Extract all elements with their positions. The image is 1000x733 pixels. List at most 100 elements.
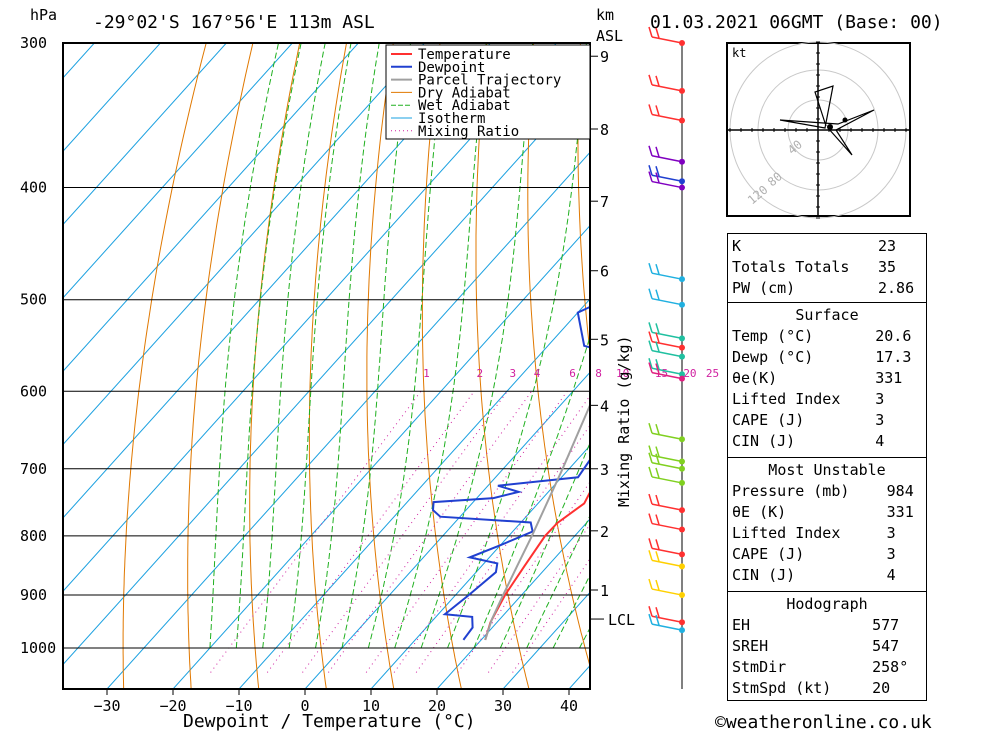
unstable-heading: Most Unstable [768,461,886,479]
wind-barb [651,503,683,511]
wind-barb-flag [655,75,660,87]
wind-barb-flag [648,452,653,463]
dry-adiabat-line [986,0,1000,718]
wind-barb-flag [648,26,653,38]
index-label: CAPE (J) [732,411,805,429]
wind-barb-flag [655,514,660,525]
km-tick-label: 7 [600,193,609,211]
pressure-tick-label: 400 [20,179,47,197]
x-tick-label: −20 [159,697,186,715]
wind-barb-flag [648,606,653,617]
wind-barb [651,84,683,92]
wet-adiabat-line [262,43,326,649]
wind-barb-flag [655,446,660,457]
indices-general: K 23 Totals Totals 35 PW (cm) 2.86 [728,236,926,299]
pressure-tick-label: 800 [20,527,47,545]
wind-barb-flag [648,171,653,182]
wind-barb-flag [655,263,660,275]
wet-adiabat-line [552,574,590,649]
isotherm-line [63,78,590,666]
wind-barb [651,297,683,306]
mixing-ratio-line [327,391,533,673]
index-value: 2.86 [878,279,915,297]
pressure-tick-label: 300 [20,34,47,52]
wet-adiabat-line [394,43,487,649]
x-tick-label: −30 [93,697,120,715]
surface-divider [727,302,927,457]
mixing-ratio-label: 3 [509,367,516,380]
dry-adiabat-line [187,43,254,689]
surface-heading: Surface [795,306,859,324]
wind-barb-flag [648,322,653,333]
wind-barb-flag [655,539,660,550]
mixing-ratio-label: 20 [683,367,696,380]
wind-barb-flag [655,341,660,352]
wind-barb-flag [655,551,660,562]
wind-barb-flag [655,105,660,116]
wind-barb [651,522,683,531]
mixing-ratio-label: 8 [595,367,602,380]
legend-label: Wet Adiabat [418,98,511,114]
index-value: 35 [878,258,897,276]
wind-barb-flag [655,614,660,626]
wind-barb [651,180,683,189]
isotherm-line [370,444,590,689]
pressure-tick-label: 700 [20,460,47,478]
index-label: CIN (J) [732,432,796,450]
plot-frame [62,42,591,690]
wind-barb-flag [648,340,653,351]
km-tick-label: 5 [600,331,609,349]
km-tick-label: 6 [600,263,609,281]
mixing-ratio-label: 10 [616,367,629,380]
wind-barb-flag [655,166,660,177]
indices-hodograph: Hodograph EH 577 SREH 547 StmDir 258° StmSp… [728,594,926,699]
mixing-ratio-line [266,391,475,673]
pressure-tick-label: 600 [20,382,47,400]
wet-adiabat-line [341,43,412,649]
wind-barb-flag [655,172,660,183]
index-value: 3 [875,411,885,429]
wind-barb [651,476,683,484]
wet-adiabat-line [315,43,380,649]
x-tick-label: −10 [225,697,252,715]
wind-barb-flag [648,145,653,157]
index-label: Temp (°C) [732,327,814,345]
wind-barb-flag [655,27,660,39]
index-value: 984 [886,482,914,500]
wet-adiabat-line [288,43,352,649]
dry-adiabat-line [308,43,348,689]
wind-barb [651,623,683,631]
isotherm-line [172,224,590,689]
hodograph-heading: Hodograph [786,595,868,613]
wind-barb-flag [655,323,660,334]
wind-barb [651,113,683,122]
km-tick-label: 8 [600,121,609,139]
dewpoint-line [431,305,590,641]
legend-label: Mixing Ratio [418,124,519,140]
index-label: StmSpd (kt) [732,679,832,697]
mixing-ratio-labels: 1 2 3 4 6 8 10 15 20 25 [423,367,719,380]
profile-lines [431,305,590,641]
index-value: 20.6 [875,327,912,345]
wind-barb-flag [648,493,653,505]
indices-panel [727,233,927,701]
legend-label: Parcel Trajectory [418,73,561,89]
wind-barb [651,155,683,163]
dry-adiabat-line [627,0,743,718]
mixing-ratio-line [365,391,568,673]
axes: 300 400 500 600 700 800 900 1000 −30 −20 −10 0 10 20 3… [20,34,635,715]
mixing-ratio-label: 2 [476,367,483,380]
index-value: 331 [875,369,903,387]
mixing-ratio-label: 4 [534,367,541,380]
index-value: 331 [886,503,914,521]
wind-barb-flag [648,550,653,561]
wind-barb-flag [655,363,660,374]
wind-barb-flag [648,262,653,274]
wind-barb-flag [655,579,660,591]
indices-surface: Surface Temp (°C) 20.6 Dewp (°C) 17.3 θe(K… [728,305,926,452]
wind-barb-flag [648,422,653,434]
isotherm-line [63,43,360,372]
km-tick-label: 2 [600,523,609,541]
